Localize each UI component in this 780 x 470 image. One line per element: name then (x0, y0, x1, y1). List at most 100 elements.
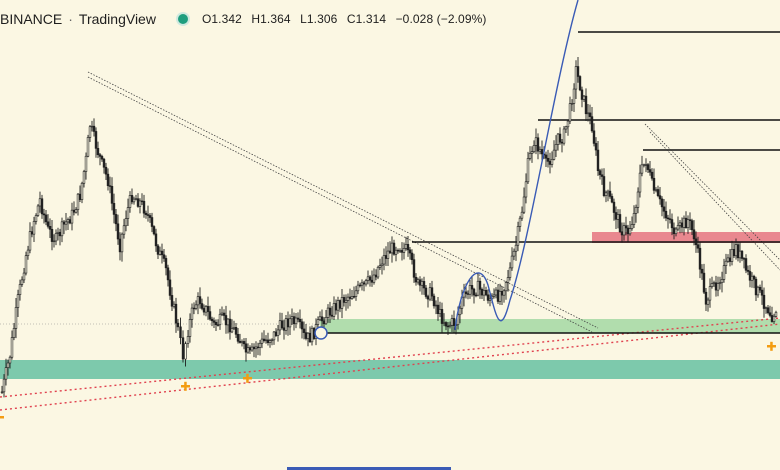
candle-body (62, 221, 66, 225)
candle-body (246, 347, 250, 353)
candle-body (52, 240, 56, 243)
candle-body (760, 289, 764, 296)
plus-markers (0, 341, 776, 419)
candle-body (548, 161, 552, 165)
candle-body (412, 259, 416, 278)
candle-body (172, 303, 176, 307)
candle-body (80, 182, 84, 200)
candle-body (440, 309, 444, 324)
horizontal-levels (318, 31, 780, 334)
candle-body (426, 296, 430, 300)
candle-body (692, 229, 696, 240)
candle-body (344, 300, 348, 303)
candle-body (58, 231, 62, 237)
candle-body (476, 280, 480, 296)
candle-body (340, 297, 344, 309)
candle-body (434, 304, 438, 307)
candle-body (352, 296, 356, 298)
candle-body (758, 286, 762, 291)
candle-body (316, 319, 320, 325)
candle-body (534, 137, 538, 146)
candle-body (398, 250, 402, 252)
symbol-exchange[interactable]: BINANCE (0, 11, 63, 27)
candle-body (516, 226, 520, 246)
candle-body (112, 203, 116, 215)
candle-body (572, 88, 576, 104)
candle-body (626, 227, 630, 235)
candle-body (324, 317, 328, 325)
candle-body (448, 324, 452, 327)
brand-name: TradingView (78, 11, 156, 27)
candle-body (70, 209, 74, 224)
candle-body (624, 225, 628, 229)
candle-body (18, 284, 22, 295)
candle-body (698, 247, 702, 270)
candle-body (510, 255, 514, 269)
candle-body (250, 346, 254, 351)
candle-body (648, 169, 652, 173)
candle-body (614, 212, 618, 220)
candle-body (262, 338, 266, 341)
candle-body (596, 149, 600, 171)
candle-body (124, 218, 128, 227)
candle-body (56, 231, 60, 234)
candle-body (618, 214, 622, 233)
candle-body (276, 329, 280, 336)
candle-body (308, 332, 312, 343)
candle-body (214, 322, 218, 326)
candle-body (208, 311, 212, 320)
candle-body (6, 362, 10, 368)
candle-body (394, 249, 398, 255)
candle-body (464, 291, 468, 294)
candle-body (712, 282, 716, 284)
time-scroll-indicator[interactable] (287, 467, 451, 470)
candle-body (404, 244, 408, 249)
candle-body (0, 391, 4, 393)
candle-body (576, 66, 580, 77)
candle-body (598, 170, 602, 176)
candle-body (628, 228, 632, 235)
candle-body (436, 304, 440, 314)
candle-body (554, 144, 558, 151)
candle-body (242, 341, 246, 345)
candle-body (30, 231, 34, 235)
candle-body (266, 339, 270, 343)
candle-body (16, 294, 20, 308)
candle-body (726, 257, 730, 262)
candle-body (12, 328, 16, 338)
candle-body (526, 158, 530, 183)
candle-body (206, 306, 210, 312)
candle-body (568, 103, 572, 122)
candle-body (24, 255, 28, 274)
candle-body (32, 221, 36, 235)
candle-body (496, 289, 500, 302)
candle-body (658, 195, 662, 200)
candle-body (236, 334, 240, 342)
candle-body (132, 198, 136, 203)
candle-body (386, 250, 390, 259)
candle-body (92, 125, 96, 132)
candle-body (720, 279, 724, 283)
candle-body (244, 343, 248, 353)
candle-body (140, 200, 144, 203)
candle-body (226, 318, 230, 326)
candle-body (304, 332, 308, 339)
candle-body (492, 294, 496, 297)
candle-body (430, 287, 434, 297)
candle-body (158, 250, 162, 255)
candle-body (558, 133, 562, 143)
candle-body (42, 213, 46, 216)
candle-body (502, 290, 506, 296)
candle-body (588, 112, 592, 117)
candle-body (176, 322, 180, 328)
candle-body (342, 297, 346, 303)
candle-body (164, 258, 168, 269)
candle-body (336, 300, 340, 311)
candle-body (356, 284, 360, 292)
candle-body (608, 190, 612, 197)
candle-body (288, 318, 292, 328)
candle-body (736, 244, 740, 259)
candle-body (582, 95, 586, 100)
